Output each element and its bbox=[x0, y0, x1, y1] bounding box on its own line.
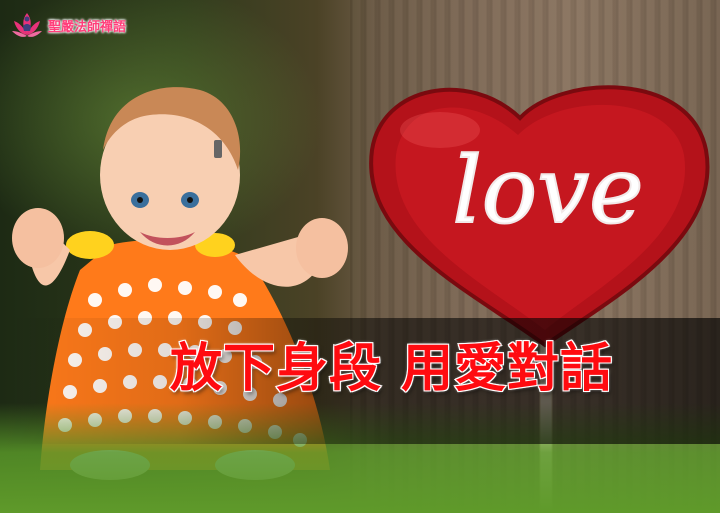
heart-love-text: love bbox=[452, 137, 643, 244]
headline-text: 放下身段 用愛對話 bbox=[169, 338, 614, 400]
logo-text: 聖嚴法師禪語 bbox=[48, 19, 127, 35]
lotus-icon bbox=[12, 13, 42, 37]
heart-lollipop bbox=[369, 85, 710, 348]
caption-shadow-band bbox=[0, 318, 720, 444]
logo: 聖嚴法師禪語 bbox=[10, 8, 126, 42]
